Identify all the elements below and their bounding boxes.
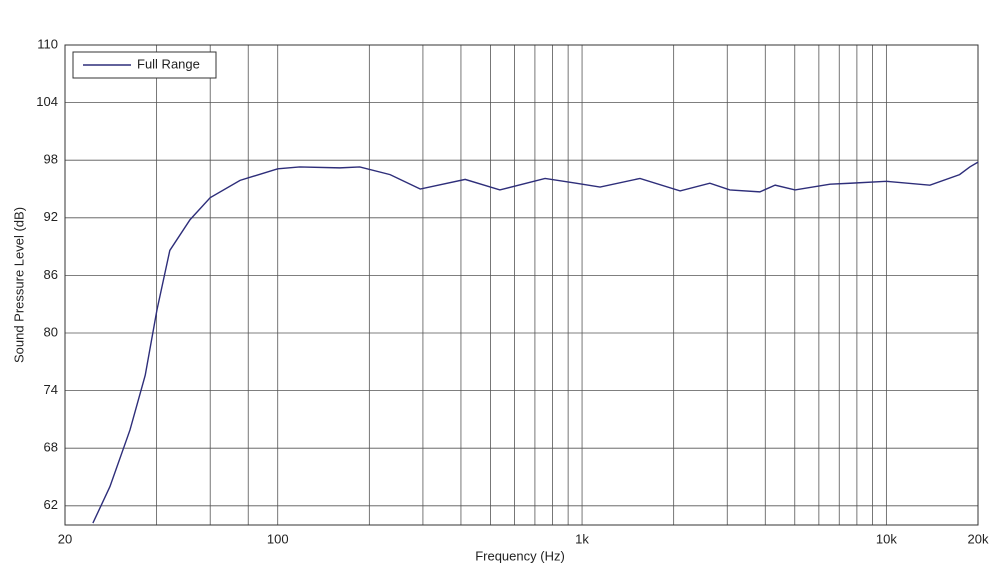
x-tick-label: 10k [876, 531, 897, 546]
x-axis-title: Frequency (Hz) [475, 548, 565, 563]
y-tick-label: 92 [44, 209, 58, 224]
y-tick-label: 80 [44, 324, 58, 339]
y-tick-label: 98 [44, 152, 58, 167]
legend-label: Full Range [137, 56, 200, 71]
y-axis-title: Sound Pressure Level (dB) [11, 207, 26, 363]
x-tick-label: 20k [968, 531, 989, 546]
y-tick-label: 62 [44, 497, 58, 512]
y-tick-label: 86 [44, 267, 58, 282]
y-tick-label: 110 [37, 36, 58, 51]
line [92, 161, 979, 524]
x-tick-label: 20 [58, 531, 72, 546]
x-tick-label: 100 [267, 531, 289, 546]
y-tick-label: 68 [44, 440, 58, 455]
plot-frame [64, 44, 979, 526]
x-tick-label: 1k [575, 531, 589, 546]
y-tick-label: 104 [36, 94, 58, 109]
y-tick-label: 74 [44, 382, 58, 397]
